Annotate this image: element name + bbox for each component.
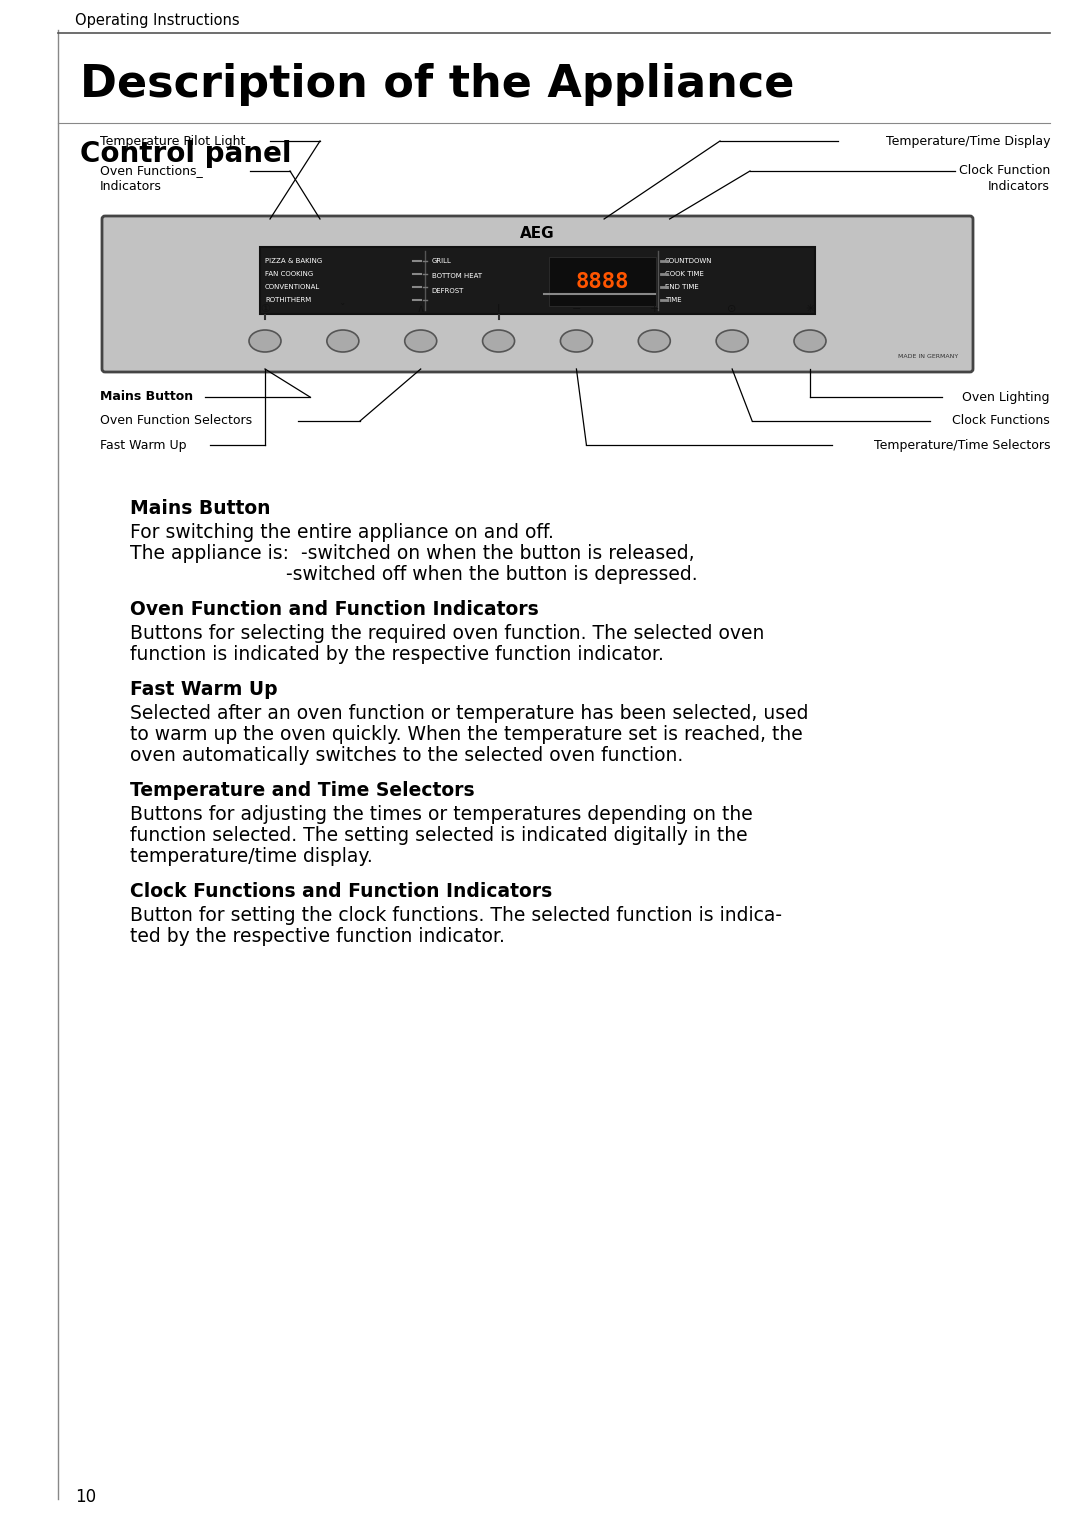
Text: Control panel: Control panel: [80, 141, 292, 168]
Ellipse shape: [249, 330, 281, 352]
Ellipse shape: [794, 330, 826, 352]
Text: ROTHITHERM: ROTHITHERM: [265, 297, 311, 303]
Text: For switching the entire appliance on and off.: For switching the entire appliance on an…: [130, 523, 554, 541]
Text: ted by the respective function indicator.: ted by the respective function indicator…: [130, 927, 504, 946]
Text: FAN COOKING: FAN COOKING: [265, 271, 313, 277]
Text: Button for setting the clock functions. The selected function is indica-: Button for setting the clock functions. …: [130, 907, 782, 925]
Text: Oven Function and Function Indicators: Oven Function and Function Indicators: [130, 599, 539, 619]
Text: ⊙: ⊙: [728, 304, 737, 313]
Text: ˇ: ˇ: [340, 304, 346, 313]
Text: oven automatically switches to the selected oven function.: oven automatically switches to the selec…: [130, 746, 684, 764]
Text: PIZZA & BAKING: PIZZA & BAKING: [265, 258, 322, 265]
Text: COUNTDOWN: COUNTDOWN: [664, 258, 712, 265]
Text: Clock Functions and Function Indicators: Clock Functions and Function Indicators: [130, 882, 552, 901]
Text: function selected. The setting selected is indicated digitally in the: function selected. The setting selected …: [130, 826, 747, 846]
Text: Indicators: Indicators: [988, 180, 1050, 194]
Text: Oven Functions_: Oven Functions_: [100, 165, 203, 177]
Ellipse shape: [483, 330, 514, 352]
Text: Fast Warm Up: Fast Warm Up: [100, 439, 187, 451]
Bar: [549, 257, 656, 306]
Text: CONVENTIONAL: CONVENTIONAL: [265, 284, 321, 291]
Text: +: +: [649, 304, 659, 313]
Text: −: −: [571, 304, 581, 313]
Text: to warm up the oven quickly. When the temperature set is reached, the: to warm up the oven quickly. When the te…: [130, 725, 802, 745]
Text: 10: 10: [75, 1488, 96, 1506]
Text: COOK TIME: COOK TIME: [664, 271, 703, 277]
FancyBboxPatch shape: [102, 216, 973, 372]
Text: Temperature and Time Selectors: Temperature and Time Selectors: [130, 781, 474, 800]
Text: Temperature/Time Selectors: Temperature/Time Selectors: [874, 439, 1050, 451]
Text: ①: ①: [260, 304, 270, 313]
Text: Fast Warm Up: Fast Warm Up: [130, 680, 278, 699]
Text: The appliance is:  -switched on when the button is released,: The appliance is: -switched on when the …: [130, 544, 694, 563]
Text: Buttons for adjusting the times or temperatures depending on the: Buttons for adjusting the times or tempe…: [130, 804, 753, 824]
Text: DEFROST: DEFROST: [432, 287, 464, 294]
Text: ∧: ∧: [417, 304, 424, 313]
Ellipse shape: [405, 330, 436, 352]
Text: Buttons for selecting the required oven function. The selected oven: Buttons for selecting the required oven …: [130, 624, 765, 644]
Text: I: I: [497, 304, 500, 313]
Text: function is indicated by the respective function indicator.: function is indicated by the respective …: [130, 645, 664, 664]
Text: Temperature Pilot Light: Temperature Pilot Light: [100, 135, 245, 147]
Text: Mains Button: Mains Button: [100, 390, 193, 404]
Ellipse shape: [716, 330, 748, 352]
Text: BOTTOM HEAT: BOTTOM HEAT: [432, 272, 482, 278]
Text: Indicators: Indicators: [100, 180, 162, 194]
Ellipse shape: [327, 330, 359, 352]
Text: Clock Function: Clock Function: [959, 165, 1050, 177]
Text: temperature/time display.: temperature/time display.: [130, 847, 373, 865]
Text: Temperature/Time Display: Temperature/Time Display: [886, 135, 1050, 147]
Text: ✳: ✳: [806, 304, 814, 313]
Ellipse shape: [638, 330, 671, 352]
Text: -switched off when the button is depressed.: -switched off when the button is depress…: [130, 566, 698, 584]
Text: 8888: 8888: [576, 272, 629, 292]
Ellipse shape: [561, 330, 593, 352]
Bar: [260, 248, 815, 313]
Text: Operating Instructions: Operating Instructions: [75, 14, 240, 29]
Text: Description of the Appliance: Description of the Appliance: [80, 63, 795, 106]
Text: GRILL: GRILL: [432, 258, 451, 265]
Text: TIME: TIME: [664, 297, 681, 303]
Text: Oven Lighting: Oven Lighting: [962, 390, 1050, 404]
Text: AEG: AEG: [521, 225, 555, 240]
Text: Selected after an oven function or temperature has been selected, used: Selected after an oven function or tempe…: [130, 703, 809, 723]
Text: END TIME: END TIME: [664, 284, 699, 291]
Text: MADE IN GERMANY: MADE IN GERMANY: [897, 355, 958, 359]
Text: Clock Functions: Clock Functions: [953, 414, 1050, 428]
Text: Mains Button: Mains Button: [130, 498, 270, 518]
Text: Oven Function Selectors: Oven Function Selectors: [100, 414, 252, 428]
